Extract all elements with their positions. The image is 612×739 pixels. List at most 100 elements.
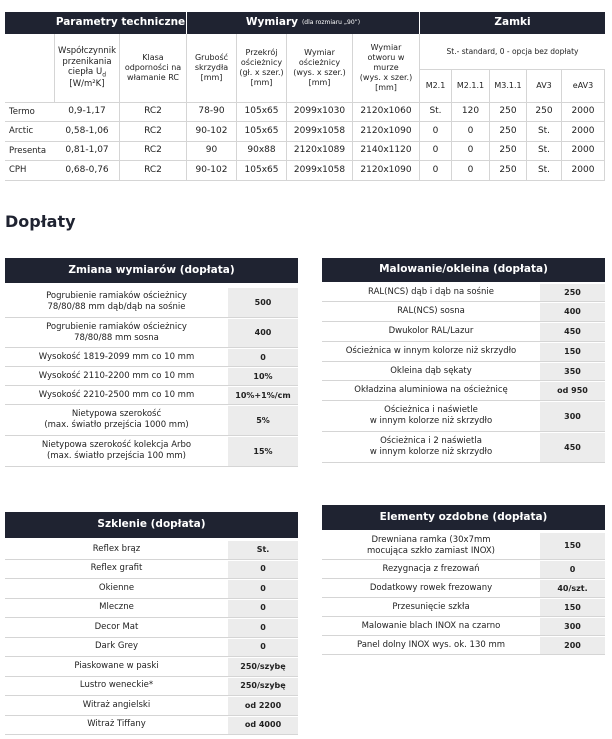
row-value: 300 bbox=[540, 618, 605, 636]
lock-header: AV3 bbox=[527, 70, 562, 103]
row-label: Drewniana ramka (30x7mm mocująca szkło z… bbox=[322, 532, 540, 560]
column-header: Współczynnik przenikania ciepła Ud [W/m²K… bbox=[55, 34, 120, 103]
cell: 2120x1060 bbox=[353, 103, 420, 122]
row-value: 0 bbox=[228, 638, 298, 657]
row-label: Dodatkowy rowek frezowany bbox=[322, 579, 540, 598]
cell: 0 bbox=[420, 142, 452, 161]
cell: RC2 bbox=[120, 142, 187, 161]
row-value: 0 bbox=[540, 561, 605, 579]
row-label: Reflex brąz bbox=[5, 540, 228, 560]
row-label: Wysokość 1819-2099 mm co 10 mm bbox=[5, 348, 228, 367]
row-value: 250/szybę bbox=[228, 658, 298, 677]
row-value: 40/szt. bbox=[540, 580, 605, 598]
row-name: Arctic bbox=[5, 122, 55, 142]
row-label: Panel dolny INOX wys. ok. 130 mm bbox=[322, 636, 540, 655]
lock-header: M2.1 bbox=[420, 70, 452, 103]
column-header: Grubość skrzydła [mm] bbox=[187, 34, 237, 103]
row-name: Termo bbox=[5, 103, 55, 122]
row-label: Reflex grafit bbox=[5, 560, 228, 579]
cell: 2099x1030 bbox=[287, 103, 353, 122]
cell: 90-102 bbox=[187, 122, 237, 142]
cell: 0 bbox=[452, 142, 490, 161]
cell: 90-102 bbox=[187, 161, 237, 181]
row-label: Wysokość 2210-2500 mm co 10 mm bbox=[5, 386, 228, 405]
row-value: 0 bbox=[228, 560, 298, 579]
row-value: 15% bbox=[228, 437, 298, 467]
cell: 2140x1120 bbox=[353, 142, 420, 161]
cell: 0,68-0,76 bbox=[55, 161, 120, 181]
group-header-bg bbox=[5, 12, 55, 34]
cell: 250 bbox=[490, 142, 527, 161]
row-label: Witraż angielski bbox=[5, 696, 228, 716]
row-value: 0 bbox=[228, 580, 298, 599]
row-value: 450 bbox=[540, 323, 605, 342]
row-value: 250/szybę bbox=[228, 677, 298, 696]
row-name: Presenta bbox=[5, 142, 55, 161]
cell: 2000 bbox=[562, 122, 605, 142]
row-value: 5% bbox=[228, 406, 298, 436]
row-value: 400 bbox=[228, 319, 298, 348]
column-header: Wymiar otworu w murze (wys. x szer.) [mm… bbox=[353, 34, 420, 103]
row-value: od 4000 bbox=[228, 716, 298, 735]
cell: 120 bbox=[452, 103, 490, 122]
cell: 2120x1090 bbox=[353, 122, 420, 142]
lock-header: eAV3 bbox=[562, 70, 605, 103]
row-value: 150 bbox=[540, 533, 605, 560]
row-label: Ościeżnica w innym kolorze niż skrzydło bbox=[322, 342, 540, 362]
cell: 0,81-1,07 bbox=[55, 142, 120, 161]
group-header: Parametry techniczne bbox=[55, 12, 187, 34]
row-value: 150 bbox=[540, 599, 605, 617]
row-value: 350 bbox=[540, 363, 605, 381]
cell: 250 bbox=[490, 122, 527, 142]
unit: [W/m²K] bbox=[69, 79, 105, 90]
cell: 2000 bbox=[562, 142, 605, 161]
row-label: Okleina dąb sękaty bbox=[322, 362, 540, 381]
cell: RC2 bbox=[120, 122, 187, 142]
row-label: Nietypowa szerokość kolekcja Arbo (max. … bbox=[5, 436, 228, 467]
row-label: Okładzina aluminiowa na ościeżnicę bbox=[322, 381, 540, 401]
row-label: Lustro weneckie* bbox=[5, 677, 228, 696]
row-value: 0 bbox=[228, 599, 298, 618]
row-value: 200 bbox=[540, 637, 605, 655]
row-label: Witraż Tiffany bbox=[5, 716, 228, 735]
row-label: Mleczne bbox=[5, 599, 228, 618]
lock-header: M2.1.1 bbox=[452, 70, 490, 103]
group-header: Zamki bbox=[420, 12, 605, 34]
row-value: 0 bbox=[228, 619, 298, 638]
cell: 105x65 bbox=[237, 122, 287, 142]
row-value: 450 bbox=[540, 433, 605, 463]
group-header: Wymiary (dla rozmiaru „90”) bbox=[187, 12, 420, 34]
row-value: od 950 bbox=[540, 382, 605, 401]
row-value: 10%+1%/cm bbox=[228, 387, 298, 405]
label: Współczynnik przenikania ciepła U bbox=[57, 45, 117, 78]
cell: 0,58-1,06 bbox=[55, 122, 120, 142]
row-label: Dark Grey bbox=[5, 638, 228, 657]
row-value: 150 bbox=[540, 343, 605, 362]
row-value: 10% bbox=[228, 368, 298, 386]
cell: 250 bbox=[490, 103, 527, 122]
cell: 0 bbox=[452, 122, 490, 142]
cell: 0 bbox=[452, 161, 490, 181]
cell: 250 bbox=[490, 161, 527, 181]
group-title: Wymiary bbox=[245, 16, 298, 29]
section-title: Zmiana wymiarów (dopłata) bbox=[5, 258, 298, 283]
column-header: Przekrój ościeżnicy (gł. x szer.) [mm] bbox=[237, 34, 287, 103]
column-label: Współczynnik przenikania ciepła Ud [W/m²K… bbox=[58, 46, 116, 90]
section-title: Malowanie/okleina (dopłata) bbox=[322, 258, 605, 282]
cell: 0,9-1,17 bbox=[55, 103, 120, 122]
column-header: Klasa odporności na włamanie RC bbox=[120, 34, 187, 103]
heading: Dopłaty bbox=[5, 212, 76, 231]
lock-header: M3.1.1 bbox=[490, 70, 527, 103]
row-value: 500 bbox=[228, 288, 298, 318]
cell: St. bbox=[527, 122, 562, 142]
cell: RC2 bbox=[120, 161, 187, 181]
cell: 2099x1058 bbox=[287, 161, 353, 181]
cell: 250 bbox=[527, 103, 562, 122]
cell: RC2 bbox=[120, 103, 187, 122]
row-value: 250 bbox=[540, 284, 605, 302]
row-label: Ościeżnica i naświetle w innym kolorze n… bbox=[322, 401, 540, 432]
row-label: Piaskowane w paski bbox=[5, 657, 228, 677]
cell: 90x88 bbox=[237, 142, 287, 161]
